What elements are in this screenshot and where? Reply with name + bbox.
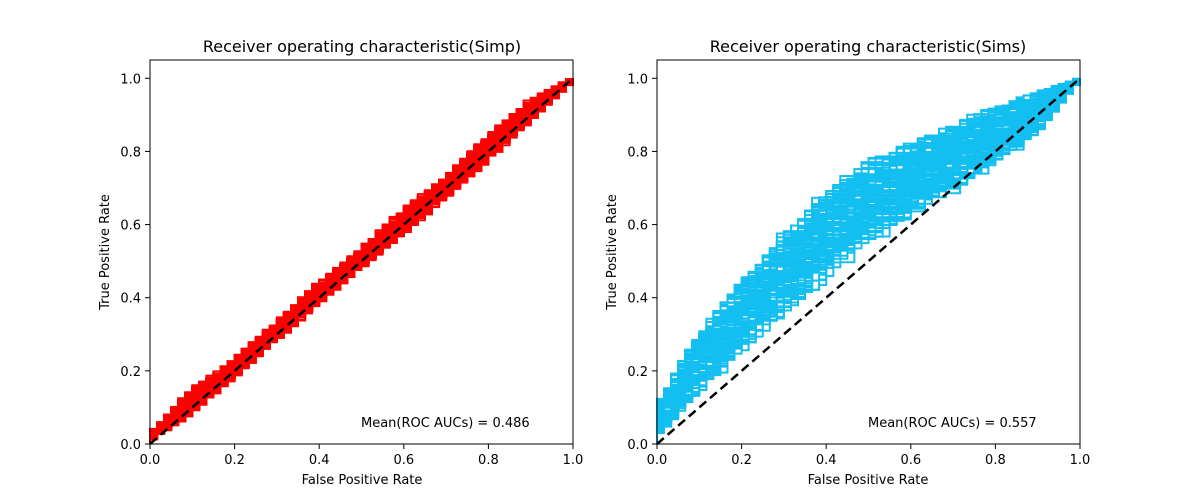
x-tick-label: 0.8	[478, 453, 499, 468]
x-tick-label: 0.4	[309, 453, 330, 468]
y-tick-label: 0.0	[627, 438, 648, 453]
y-tick-label: 0.6	[120, 219, 141, 234]
x-axis-label: False Positive Rate	[302, 473, 423, 488]
x-tick-label: 0.4	[816, 453, 837, 468]
y-tick-label: 0.6	[627, 219, 648, 234]
y-axis-label: True Positive Rate	[605, 194, 620, 311]
roc-curve	[656, 78, 1081, 444]
x-tick-label: 1.0	[563, 453, 584, 468]
y-tick-label: 0.8	[120, 145, 141, 160]
x-axis-ticks: 0.0 0.2 0.4 0.6 0.8 1.0	[140, 444, 584, 468]
x-tick-label: 0.2	[731, 453, 752, 468]
roc-curves-group	[656, 77, 1081, 444]
y-tick-label: 1.0	[120, 72, 141, 87]
x-tick-label: 0.6	[393, 453, 414, 468]
roc-curve	[656, 78, 1081, 444]
x-axis-ticks: 0.0 0.2 0.4 0.6 0.8 1.0	[647, 444, 1091, 468]
auc-annotation: Mean(ROC AUCs) = 0.557	[868, 416, 1037, 431]
x-tick-label: 0.6	[900, 453, 921, 468]
y-axis-label: True Positive Rate	[98, 194, 113, 311]
y-tick-label: 1.0	[627, 72, 648, 87]
y-tick-label: 0.4	[120, 292, 141, 307]
x-tick-label: 1.0	[1070, 453, 1091, 468]
x-tick-label: 0.0	[647, 453, 668, 468]
roc-curve	[149, 78, 574, 444]
roc-curve	[149, 78, 574, 444]
chart-panel-simp: Receiver operating characteristic(Simp) …	[98, 37, 583, 488]
y-axis-ticks: 0.0 0.2 0.4 0.6 0.8 1.0	[627, 72, 657, 453]
y-tick-label: 0.8	[627, 145, 648, 160]
x-axis-label: False Positive Rate	[808, 473, 929, 488]
chance-diagonal	[656, 77, 1081, 445]
chart-title: Receiver operating characteristic(Sims)	[710, 37, 1027, 56]
chart-panel-sims: Receiver operating characteristic(Sims) …	[605, 37, 1090, 488]
y-tick-label: 0.2	[627, 365, 648, 380]
x-tick-label: 0.0	[140, 453, 161, 468]
roc-curve	[656, 78, 1081, 444]
y-axis-ticks: 0.0 0.2 0.4 0.6 0.8 1.0	[120, 72, 150, 453]
y-tick-label: 0.4	[627, 292, 648, 307]
x-tick-label: 0.2	[224, 453, 245, 468]
plot-frame	[656, 59, 1081, 445]
chance-diagonal	[149, 77, 574, 445]
x-tick-label: 0.8	[985, 453, 1006, 468]
auc-annotation: Mean(ROC AUCs) = 0.486	[361, 416, 530, 431]
plot-frame	[149, 59, 574, 445]
roc-curve	[656, 78, 1081, 444]
y-tick-label: 0.2	[120, 365, 141, 380]
chart-title: Receiver operating characteristic(Simp)	[203, 37, 521, 56]
y-tick-label: 0.0	[120, 438, 141, 453]
roc-curve	[656, 78, 1081, 444]
roc-curve	[656, 78, 1081, 444]
roc-curves-group	[149, 78, 574, 444]
